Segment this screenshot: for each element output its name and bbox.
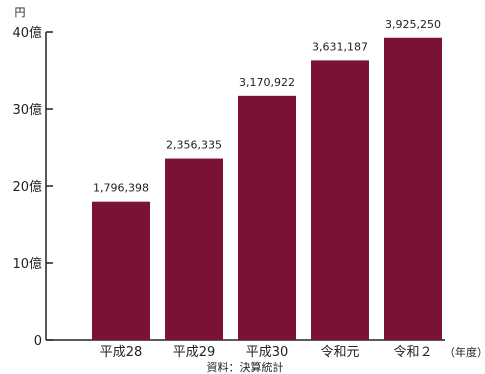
x-category-label: 平成28 <box>100 345 143 360</box>
y-tick-label: 20億 <box>12 179 42 195</box>
x-category-label: 令和２ <box>393 345 432 360</box>
bar <box>384 37 442 341</box>
bar-value-label: 1,796,398 <box>93 182 149 195</box>
bar <box>311 60 369 341</box>
y-tick-label: 30億 <box>12 102 42 118</box>
y-axis-ticks: 0 10億 20億 30億 40億 <box>12 25 53 349</box>
category-labels: 平成28 平成29 平成30 令和元 令和２ <box>100 345 433 360</box>
y-unit-label: 円 <box>15 6 26 19</box>
y-tick-label: 40億 <box>12 25 42 41</box>
bar-value-label: 3,170,922 <box>239 76 295 89</box>
x-unit-label: （年度） <box>444 345 485 359</box>
bar-value-label: 3,631,187 <box>312 40 368 53</box>
value-labels: 1,796,398 2,356,335 3,170,922 3,631,187 3,92… <box>93 18 441 195</box>
x-category-label: 平成29 <box>173 345 216 360</box>
y-tick-label: 0 <box>34 334 42 349</box>
bars <box>92 37 442 341</box>
x-category-label: 平成30 <box>246 345 289 360</box>
y-tick-label: 10億 <box>12 256 42 272</box>
source-note: 資料：決算統計 <box>207 360 284 374</box>
x-category-label: 令和元 <box>320 345 359 360</box>
bar-value-label: 2,356,335 <box>166 139 222 152</box>
bar <box>165 158 223 340</box>
bar <box>238 95 296 340</box>
bar <box>92 201 150 340</box>
bar-value-label: 3,925,250 <box>385 18 441 31</box>
